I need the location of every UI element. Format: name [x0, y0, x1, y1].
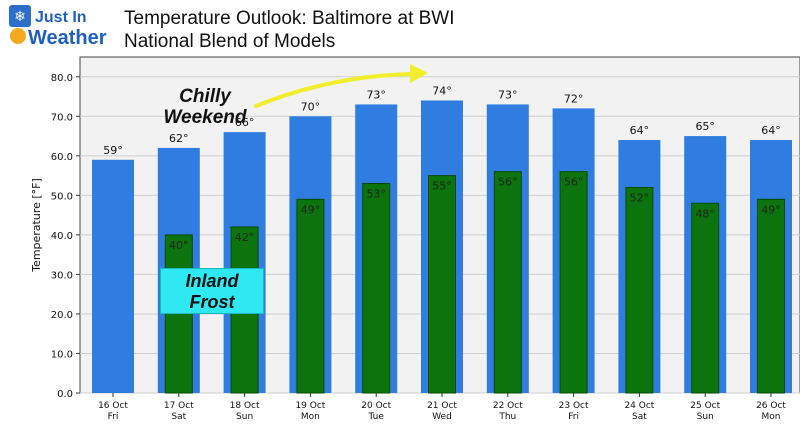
low-temp-bar — [493, 171, 522, 394]
high-temp-label: 74° — [432, 84, 452, 97]
x-tick-day: Wed — [432, 412, 452, 422]
low-temp-label: 48° — [695, 207, 715, 220]
x-tick-day: Fri — [108, 412, 119, 422]
low-temp-bar — [296, 198, 325, 394]
high-temp-label: 62° — [169, 132, 189, 145]
high-temp-label: 66° — [235, 116, 255, 129]
x-tick-date: 25 Oct — [690, 401, 720, 411]
high-temp-bar — [92, 159, 134, 393]
high-temp-label: 59° — [103, 144, 123, 157]
low-temp-label: 42° — [235, 231, 255, 244]
y-tick-label: 30.0 — [51, 270, 73, 281]
y-tick-label: 80.0 — [51, 73, 73, 84]
low-temp-bar — [757, 198, 785, 394]
x-tick-date: 19 Oct — [295, 401, 325, 411]
high-temp-label: 73° — [366, 88, 386, 101]
x-tick-day: Mon — [301, 412, 320, 422]
low-temp-label: 55° — [432, 180, 452, 193]
low-temp-bar — [691, 202, 720, 394]
x-tick-day: Sat — [632, 412, 647, 422]
x-tick-day: Sat — [171, 412, 186, 422]
high-temp-label: 64° — [630, 124, 650, 137]
high-temp-label: 72° — [564, 92, 584, 105]
x-tick-day: Sun — [236, 412, 253, 422]
low-temp-bar — [559, 171, 588, 394]
y-axis-label: Temperature [°F] — [30, 178, 43, 273]
x-tick-date: 20 Oct — [361, 401, 391, 411]
trend-arrow — [254, 72, 414, 108]
x-tick-date: 17 Oct — [164, 401, 194, 411]
low-temp-label: 56° — [498, 176, 518, 189]
chart-subtitle: National Blend of Models — [124, 31, 336, 52]
y-tick-label: 20.0 — [51, 310, 73, 321]
high-temp-label: 73° — [498, 88, 518, 101]
x-tick-day: Sun — [697, 412, 714, 422]
chart-title: Temperature Outlook: Baltimore at BWI — [124, 8, 455, 29]
low-temp-bar — [362, 182, 391, 394]
inland-frost-annotation: Inland Frost — [160, 268, 264, 314]
x-tick-date: 23 Oct — [559, 401, 589, 411]
high-temp-label: 64° — [761, 124, 781, 137]
x-tick-date: 24 Oct — [624, 401, 654, 411]
frost-line-1: Inland — [185, 271, 239, 291]
x-tick-date: 26 Oct — [756, 401, 786, 411]
x-tick-date: 16 Oct — [98, 401, 128, 411]
y-tick-label: 70.0 — [51, 112, 73, 123]
snowflake-cloud-icon — [9, 5, 31, 27]
low-temp-bar — [428, 175, 456, 394]
x-tick-date: 18 Oct — [230, 401, 260, 411]
low-temp-label: 49° — [761, 203, 781, 216]
just-in-weather-logo: ❄ Just In Weather — [9, 5, 107, 49]
x-tick-day: Mon — [762, 412, 781, 422]
snowflake-icon: ❄ — [14, 9, 26, 25]
y-tick-label: 60.0 — [51, 152, 73, 163]
y-tick-label: 50.0 — [51, 191, 73, 202]
high-temp-label: 65° — [695, 120, 715, 133]
frost-line-2: Frost — [189, 292, 235, 312]
low-temp-bar — [625, 186, 654, 394]
logo-line-1: Just In — [35, 9, 87, 26]
y-tick-label: 10.0 — [51, 349, 73, 360]
low-temp-label: 56° — [564, 176, 584, 189]
chilly-weekend-annotation: Chilly Weekend — [150, 86, 260, 128]
low-temp-label: 40° — [169, 239, 189, 252]
low-temp-label: 53° — [366, 187, 386, 200]
sun-icon — [10, 28, 26, 44]
x-tick-date: 21 Oct — [427, 401, 457, 411]
y-tick-label: 0.0 — [57, 389, 73, 400]
trend-arrowhead — [410, 64, 428, 83]
low-temp-label: 52° — [630, 191, 650, 204]
high-temp-label: 70° — [301, 100, 321, 113]
chilly-line-2: Weekend — [163, 107, 247, 128]
x-tick-day: Tue — [368, 412, 385, 422]
chilly-line-1: Chilly — [179, 86, 231, 107]
x-tick-day: Thu — [498, 412, 516, 422]
x-tick-day: Fri — [568, 412, 579, 422]
x-tick-date: 22 Oct — [493, 401, 523, 411]
y-tick-label: 40.0 — [51, 231, 73, 242]
logo-line-2: Weather — [28, 27, 107, 49]
low-temp-label: 49° — [301, 203, 321, 216]
